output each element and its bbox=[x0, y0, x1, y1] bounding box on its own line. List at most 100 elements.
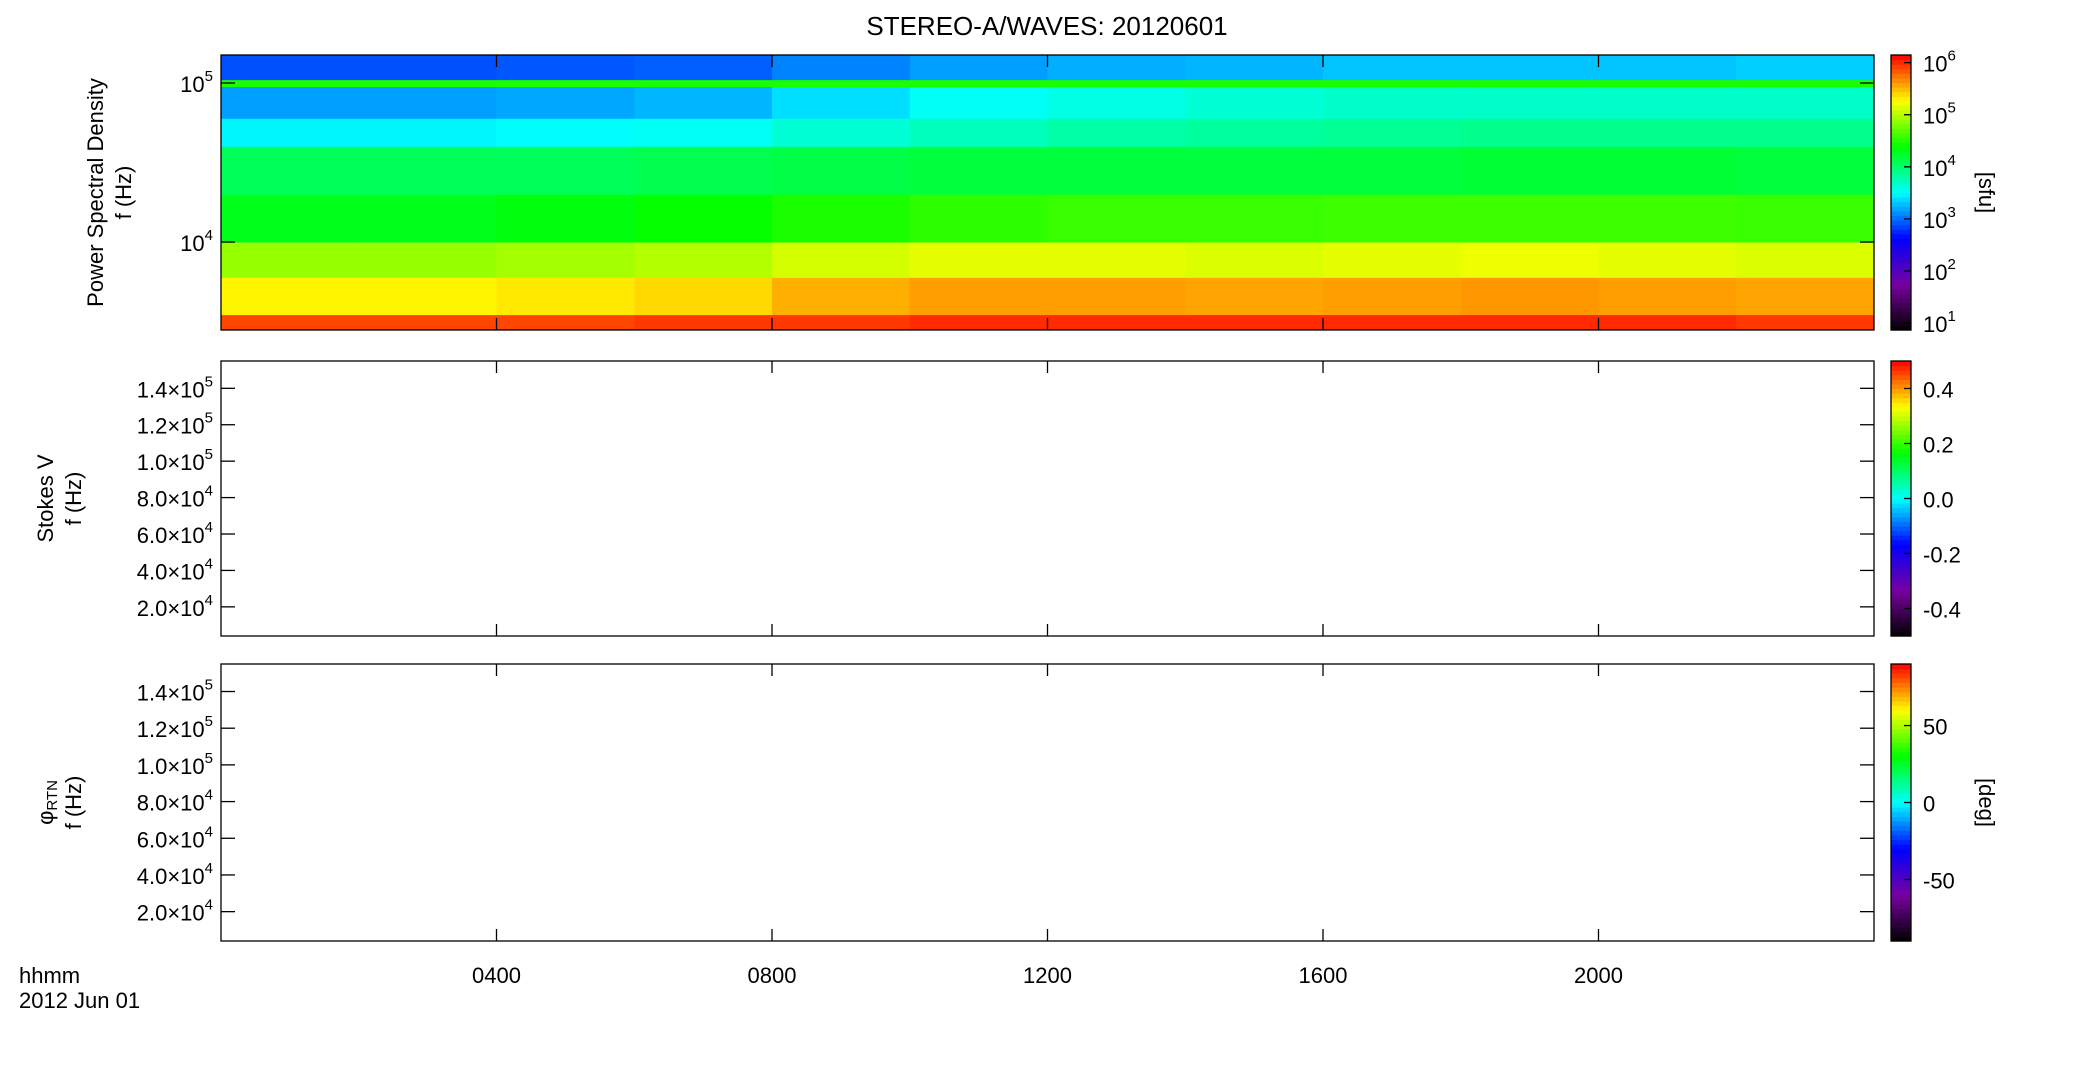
x-tick-label: 2000 bbox=[1574, 963, 1623, 988]
heatmap-cell bbox=[1047, 277, 1186, 316]
y-axis-label: f (Hz) bbox=[61, 472, 86, 526]
heatmap-cell bbox=[772, 194, 911, 243]
y-tick-label-base: 10 bbox=[180, 231, 204, 256]
colorbar-step bbox=[1891, 452, 1911, 458]
colorbar-step bbox=[1891, 100, 1911, 107]
colorbar-step bbox=[1891, 215, 1911, 221]
y-tick-label-base: 1.0×10 bbox=[137, 450, 205, 475]
heatmap-cell bbox=[1323, 277, 1462, 316]
colorbar-step bbox=[1891, 751, 1911, 757]
colorbar-tick-label: 50 bbox=[1923, 714, 1947, 739]
colorbar-step bbox=[1891, 862, 1911, 868]
heatmap-cell bbox=[634, 86, 773, 119]
plot-frame bbox=[220, 663, 1875, 942]
colorbar-step bbox=[1891, 784, 1911, 790]
y-tick-label-base: 1.2×10 bbox=[137, 414, 205, 439]
y-tick-label: 1.0×105 bbox=[137, 750, 213, 779]
colorbar-tick-label-base: 10 bbox=[1923, 208, 1947, 233]
colorbar-step bbox=[1891, 682, 1911, 688]
y-tick-label-base: 1.2×10 bbox=[137, 717, 205, 742]
y-tick-label: 1.4×105 bbox=[137, 676, 213, 705]
colorbar-step bbox=[1891, 425, 1911, 431]
colorbar-step bbox=[1891, 894, 1911, 901]
colorbar-step bbox=[1891, 489, 1911, 495]
colorbar-step bbox=[1891, 687, 1911, 693]
y-tick-label-sup: 4 bbox=[205, 787, 213, 804]
heatmap-cell bbox=[1736, 194, 1875, 243]
colorbar-step bbox=[1891, 220, 1911, 226]
colorbar-step bbox=[1891, 844, 1911, 850]
heatmap-cell bbox=[1460, 194, 1599, 243]
colorbar-step bbox=[1891, 922, 1911, 928]
colorbar-step bbox=[1891, 480, 1911, 486]
x-tick-label: 0800 bbox=[748, 963, 797, 988]
colorbar-step bbox=[1891, 457, 1911, 463]
colorbar-step bbox=[1891, 302, 1911, 308]
colorbar-step bbox=[1891, 119, 1911, 125]
colorbar-step bbox=[1891, 206, 1911, 212]
heatmap-cell bbox=[1323, 242, 1462, 278]
heatmap-cell bbox=[221, 242, 360, 278]
colorbar-step bbox=[1891, 820, 1911, 827]
colorbar-step bbox=[1891, 284, 1911, 290]
colorbar-step bbox=[1891, 779, 1911, 785]
colorbar-step bbox=[1891, 383, 1911, 390]
colorbar-step bbox=[1891, 393, 1911, 399]
heatmap-cell bbox=[1047, 314, 1186, 331]
heatmap-cell bbox=[1460, 314, 1599, 331]
y-tick-label-sup: 5 bbox=[205, 750, 213, 767]
heatmap-cell bbox=[634, 118, 773, 147]
heatmap-cell bbox=[358, 79, 497, 88]
colorbar-step bbox=[1891, 265, 1911, 272]
colorbar-step bbox=[1891, 581, 1911, 587]
x-tick-label: 1200 bbox=[1023, 963, 1072, 988]
colorbar-step bbox=[1891, 59, 1911, 65]
colorbar-step bbox=[1891, 714, 1911, 720]
heatmap-cell bbox=[358, 194, 497, 243]
colorbar-step bbox=[1891, 320, 1911, 327]
colorbar-tick-label: 0.4 bbox=[1923, 377, 1954, 402]
heatmap-cell bbox=[634, 277, 773, 316]
colorbar-step bbox=[1891, 311, 1911, 317]
heatmap-cell bbox=[1047, 146, 1186, 195]
y-tick-label: 8.0×104 bbox=[137, 787, 213, 816]
colorbar-step bbox=[1891, 471, 1911, 477]
colorbar-tick-label-sup: 5 bbox=[1947, 100, 1955, 117]
colorbar-step bbox=[1891, 816, 1911, 822]
heatmap-cell bbox=[1185, 146, 1324, 195]
colorbar-step bbox=[1891, 87, 1911, 93]
colorbar-step bbox=[1891, 397, 1911, 403]
y-tick-label-base: 10 bbox=[180, 72, 204, 97]
colorbar-step bbox=[1891, 742, 1911, 748]
colorbar-step bbox=[1891, 871, 1911, 877]
heatmap-cell bbox=[909, 118, 1048, 147]
heatmap-cell bbox=[1460, 277, 1599, 316]
colorbar-step bbox=[1891, 192, 1911, 198]
heatmap-cell bbox=[358, 314, 497, 331]
colorbar-step bbox=[1891, 724, 1911, 730]
colorbar-step bbox=[1891, 270, 1911, 276]
colorbar-step bbox=[1891, 484, 1911, 490]
colorbar-step bbox=[1891, 146, 1911, 152]
heatmap-cell bbox=[634, 55, 773, 81]
colorbar-tick-label-base: 0.0 bbox=[1923, 487, 1954, 512]
colorbar-step bbox=[1891, 155, 1911, 162]
x-tick-label: 0400 bbox=[472, 963, 521, 988]
heatmap-cell bbox=[221, 118, 360, 147]
heatmap-cell bbox=[1185, 86, 1324, 119]
colorbar-step bbox=[1891, 169, 1911, 175]
colorbar-step bbox=[1891, 535, 1911, 541]
colorbar-step bbox=[1891, 388, 1911, 394]
x-axis-label: 2012 Jun 01 bbox=[19, 988, 140, 1013]
heatmap-cell bbox=[1736, 118, 1875, 147]
y-tick-label-base: 1.4×10 bbox=[137, 377, 205, 402]
y-tick-label: 1.2×105 bbox=[137, 410, 213, 439]
y-tick-label: 8.0×104 bbox=[137, 483, 213, 512]
heatmap-cell bbox=[772, 86, 911, 119]
colorbar-step bbox=[1891, 187, 1911, 194]
colorbar-tick-label-sup: 6 bbox=[1947, 48, 1955, 65]
heatmap-cell bbox=[221, 314, 360, 331]
colorbar-step bbox=[1891, 539, 1911, 545]
colorbar-step bbox=[1891, 747, 1911, 753]
